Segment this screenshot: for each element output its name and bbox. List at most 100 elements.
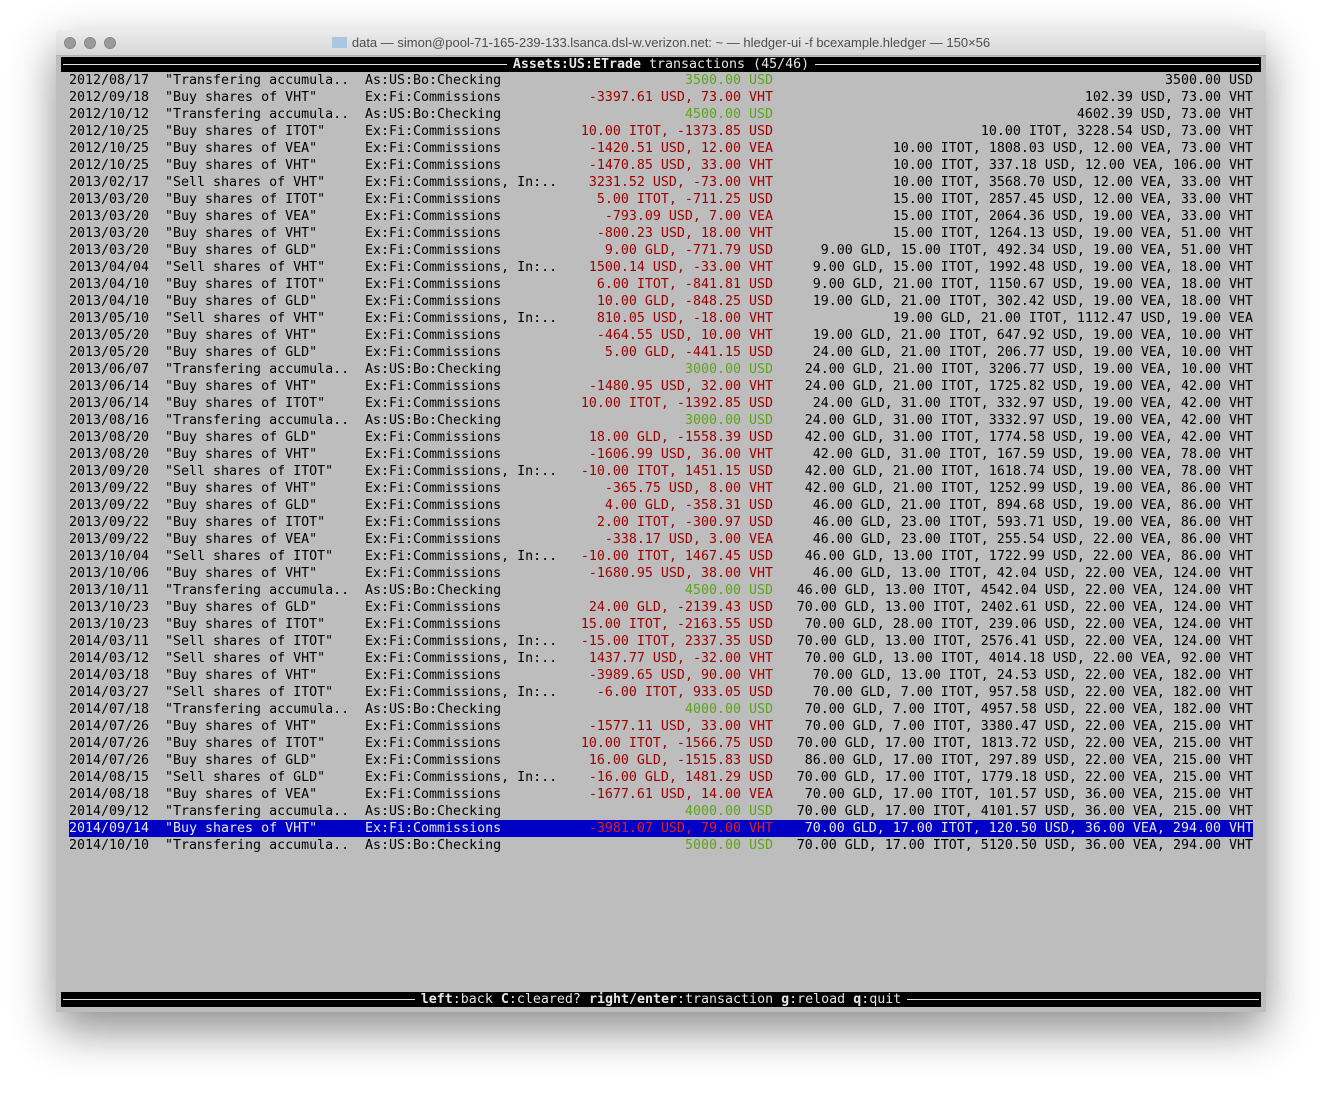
- transaction-row[interactable]: 2013/05/20 "Buy shares of GLD" Ex:Fi:Commi…: [61, 344, 1261, 361]
- amount: -1677.61 USD, 14.00 VEA: [588, 787, 773, 802]
- balance: 42.00 GLD, 31.00 ITOT, 167.59 USD, 19.00…: [812, 447, 1253, 462]
- transaction-row[interactable]: 2012/08/17 "Transfering accumula.. As:US:B…: [61, 72, 1261, 89]
- date: 2013/10/23: [69, 617, 150, 632]
- date: 2013/05/20: [69, 345, 150, 360]
- balance: 46.00 GLD, 13.00 ITOT, 42.04 USD, 22.00 …: [812, 566, 1253, 581]
- amount: -1680.95 USD, 38.00 VHT: [588, 566, 773, 581]
- transaction-row[interactable]: 2013/03/20 "Buy shares of VHT" Ex:Fi:Commi…: [61, 225, 1261, 242]
- key-hint-transaction[interactable]: right/enter:transaction: [589, 992, 773, 1007]
- transaction-row[interactable]: 2013/06/07 "Transfering accumula.. As:US:B…: [61, 361, 1261, 378]
- close-button[interactable]: [64, 37, 76, 49]
- transaction-row[interactable]: 2014/08/18 "Buy shares of VEA" Ex:Fi:Commi…: [61, 786, 1261, 803]
- other-accounts: Ex:Fi:Commissions: [365, 515, 502, 530]
- key-hints: left:back C:cleared? right/enter:transac…: [414, 992, 908, 1007]
- amount: 6.00 ITOT, -841.81 USD: [596, 277, 773, 292]
- balance: 70.00 GLD, 17.00 ITOT, 120.50 USD, 36.00…: [804, 821, 1253, 836]
- transaction-row[interactable]: 2013/10/23 "Buy shares of GLD" Ex:Fi:Commi…: [61, 599, 1261, 616]
- other-accounts: Ex:Fi:Commissions: [365, 736, 502, 751]
- amount: -3981.07 USD, 79.00 VHT: [588, 821, 773, 836]
- amount: 810.05 USD, -18.00 VHT: [596, 311, 773, 326]
- transaction-row[interactable]: 2014/09/12 "Transfering accumula.. As:US:B…: [61, 803, 1261, 820]
- transaction-row[interactable]: 2013/04/10 "Buy shares of GLD" Ex:Fi:Commi…: [61, 293, 1261, 310]
- transaction-row[interactable]: 2013/03/20 "Buy shares of GLD" Ex:Fi:Commi…: [61, 242, 1261, 259]
- transaction-row[interactable]: 2013/09/22 "Buy shares of VEA" Ex:Fi:Commi…: [61, 531, 1261, 548]
- transaction-row[interactable]: 2013/09/22 "Buy shares of GLD" Ex:Fi:Commi…: [61, 497, 1261, 514]
- description: "Buy shares of VEA": [165, 532, 318, 547]
- description: "Buy shares of GLD": [165, 600, 318, 615]
- transaction-row[interactable]: 2013/09/20 "Sell shares of ITOT" Ex:Fi:Com…: [61, 463, 1261, 480]
- transaction-row[interactable]: 2013/05/10 "Sell shares of VHT" Ex:Fi:Comm…: [61, 310, 1261, 327]
- transaction-row[interactable]: 2013/08/20 "Buy shares of GLD" Ex:Fi:Commi…: [61, 429, 1261, 446]
- transaction-row[interactable]: 2013/03/20 "Buy shares of ITOT" Ex:Fi:Comm…: [61, 191, 1261, 208]
- transaction-row[interactable]: 2013/05/20 "Buy shares of VHT" Ex:Fi:Commi…: [61, 327, 1261, 344]
- other-accounts: Ex:Fi:Commissions, In:..: [365, 260, 558, 275]
- transaction-row[interactable]: 2014/03/18 "Buy shares of VHT" Ex:Fi:Commi…: [61, 667, 1261, 684]
- other-accounts: Ex:Fi:Commissions: [365, 345, 502, 360]
- transaction-row[interactable]: 2014/08/15 "Sell shares of GLD" Ex:Fi:Comm…: [61, 769, 1261, 786]
- transaction-row[interactable]: 2014/07/26 "Buy shares of GLD" Ex:Fi:Commi…: [61, 752, 1261, 769]
- other-accounts: Ex:Fi:Commissions: [365, 226, 502, 241]
- transaction-row[interactable]: 2013/08/16 "Transfering accumula.. As:US:B…: [61, 412, 1261, 429]
- transaction-row[interactable]: 2013/06/14 "Buy shares of ITOT" Ex:Fi:Comm…: [61, 395, 1261, 412]
- other-accounts: Ex:Fi:Commissions: [365, 243, 502, 258]
- other-accounts: Ex:Fi:Commissions: [365, 90, 502, 105]
- transaction-row[interactable]: 2013/04/04 "Sell shares of VHT" Ex:Fi:Comm…: [61, 259, 1261, 276]
- transaction-row[interactable]: 2014/03/11 "Sell shares of ITOT" Ex:Fi:Com…: [61, 633, 1261, 650]
- transaction-row[interactable]: 2013/10/23 "Buy shares of ITOT" Ex:Fi:Comm…: [61, 616, 1261, 633]
- transaction-row[interactable]: 2013/06/14 "Buy shares of VHT" Ex:Fi:Commi…: [61, 378, 1261, 395]
- transaction-row[interactable]: 2014/10/10 "Transfering accumula.. As:US:B…: [61, 837, 1261, 854]
- key-hint-back[interactable]: left:back: [421, 992, 493, 1007]
- description: "Buy shares of VHT": [165, 90, 318, 105]
- balance: 9.00 GLD, 15.00 ITOT, 492.34 USD, 19.00 …: [820, 243, 1253, 258]
- transaction-row[interactable]: 2014/07/26 "Buy shares of ITOT" Ex:Fi:Comm…: [61, 735, 1261, 752]
- key-hint-cleared[interactable]: C:cleared?: [501, 992, 581, 1007]
- transaction-row[interactable]: 2013/09/22 "Buy shares of ITOT" Ex:Fi:Comm…: [61, 514, 1261, 531]
- transaction-row[interactable]: 2014/03/27 "Sell shares of ITOT" Ex:Fi:Com…: [61, 684, 1261, 701]
- transaction-row[interactable]: 2013/08/20 "Buy shares of VHT" Ex:Fi:Commi…: [61, 446, 1261, 463]
- other-accounts: Ex:Fi:Commissions: [365, 447, 502, 462]
- transaction-row[interactable]: 2013/10/11 "Transfering accumula.. As:US:B…: [61, 582, 1261, 599]
- terminal-content: Assets:US:ETrade transactions (45/46) 20…: [61, 56, 1261, 1012]
- transaction-row[interactable]: 2013/10/06 "Buy shares of VHT" Ex:Fi:Commi…: [61, 565, 1261, 582]
- window-title-text: data — simon@pool-71-165-239-133.lsanca.…: [351, 35, 991, 50]
- transaction-row[interactable]: 2012/09/18 "Buy shares of VHT" Ex:Fi:Commi…: [61, 89, 1261, 106]
- date: 2014/03/12: [69, 651, 150, 666]
- zoom-button[interactable]: [104, 37, 116, 49]
- transaction-row[interactable]: 2013/02/17 "Sell shares of VHT" Ex:Fi:Comm…: [61, 174, 1261, 191]
- transaction-row[interactable]: 2014/03/12 "Sell shares of VHT" Ex:Fi:Comm…: [61, 650, 1261, 667]
- amount: 3231.52 USD, -73.00 VHT: [588, 175, 773, 190]
- transaction-row[interactable]: 2013/04/10 "Buy shares of ITOT" Ex:Fi:Comm…: [61, 276, 1261, 293]
- description: "Buy shares of ITOT": [165, 396, 326, 411]
- balance: 10.00 ITOT, 3568.70 USD, 12.00 VEA, 33.0…: [892, 175, 1253, 190]
- selected-transaction-row[interactable]: 2014/09/14 "Buy shares of VHT" Ex:Fi:Commi…: [69, 820, 1253, 837]
- key-hint-quit[interactable]: q:quit: [853, 992, 901, 1007]
- other-accounts: Ex:Fi:Commissions, In:..: [365, 651, 558, 666]
- other-accounts: Ex:Fi:Commissions: [365, 719, 502, 734]
- amount: 10.00 ITOT, -1566.75 USD: [580, 736, 773, 751]
- transaction-row[interactable]: 2012/10/25 "Buy shares of VEA" Ex:Fi:Commi…: [61, 140, 1261, 157]
- amount: 4000.00 USD: [684, 702, 773, 717]
- register-header: Assets:US:ETrade transactions (45/46): [61, 57, 1261, 72]
- transaction-row[interactable]: 2014/07/18 "Transfering accumula.. As:US:B…: [61, 701, 1261, 718]
- transaction-row[interactable]: 2013/10/04 "Sell shares of ITOT" Ex:Fi:Com…: [61, 548, 1261, 565]
- date: 2013/04/10: [69, 277, 150, 292]
- amount: 16.00 GLD, -1515.83 USD: [588, 753, 773, 768]
- transaction-row[interactable]: 2012/10/25 "Buy shares of ITOT" Ex:Fi:Comm…: [61, 123, 1261, 140]
- transaction-row[interactable]: 2012/10/12 "Transfering accumula.. As:US:B…: [61, 106, 1261, 123]
- date: 2014/08/18: [69, 787, 150, 802]
- amount: -1577.11 USD, 33.00 VHT: [588, 719, 773, 734]
- transaction-row[interactable]: 2013/03/20 "Buy shares of VEA" Ex:Fi:Commi…: [61, 208, 1261, 225]
- balance: 102.39 USD, 73.00 VHT: [1084, 90, 1253, 105]
- date: 2013/03/20: [69, 209, 150, 224]
- other-accounts: As:US:Bo:Checking: [365, 73, 502, 88]
- other-accounts: Ex:Fi:Commissions: [365, 124, 502, 139]
- key-hint-reload[interactable]: g:reload: [781, 992, 845, 1007]
- amount: 4.00 GLD, -358.31 USD: [604, 498, 773, 513]
- key-action: cleared?: [516, 992, 581, 1007]
- transaction-row[interactable]: 2014/07/26 "Buy shares of VHT" Ex:Fi:Commi…: [61, 718, 1261, 735]
- transaction-row[interactable]: 2012/10/25 "Buy shares of VHT" Ex:Fi:Commi…: [61, 157, 1261, 174]
- balance: 46.00 GLD, 21.00 ITOT, 894.68 USD, 19.00…: [812, 498, 1253, 513]
- key-action: reload: [797, 992, 846, 1007]
- transaction-row[interactable]: 2013/09/22 "Buy shares of VHT" Ex:Fi:Commi…: [61, 480, 1261, 497]
- minimize-button[interactable]: [84, 37, 96, 49]
